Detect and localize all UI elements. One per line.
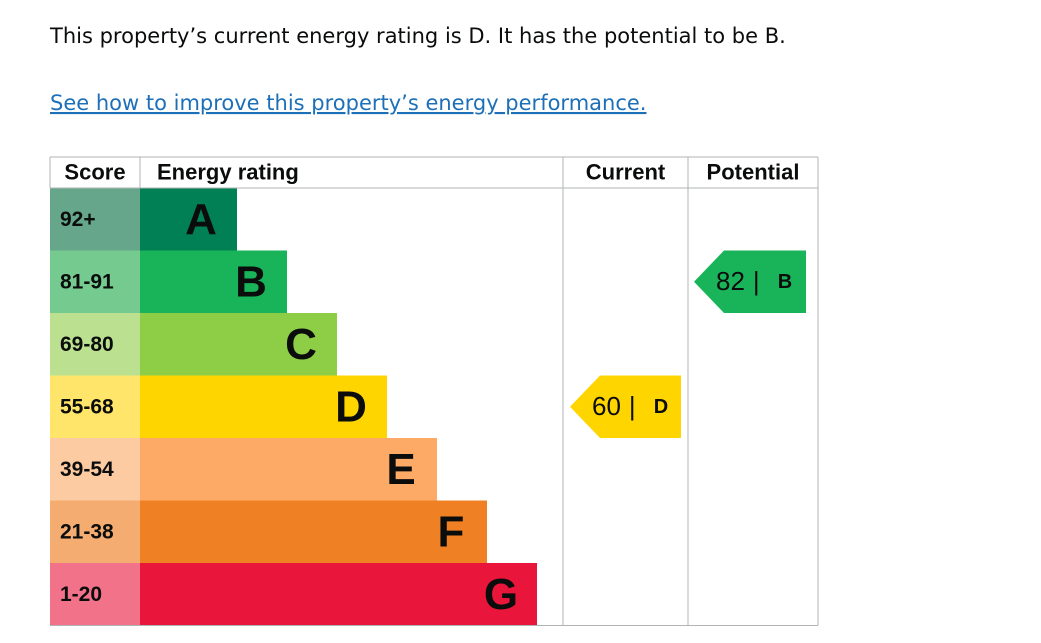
energy-rating-table: Score Energy rating Current Potential 92+ A 81… [49, 156, 819, 626]
score-label: 81-91 [60, 270, 114, 293]
current-label: 60 | D [592, 391, 668, 421]
column-header: Current [586, 159, 666, 184]
score-cell [50, 188, 140, 251]
rating-bar [140, 375, 387, 438]
rating-bar [140, 500, 487, 563]
column-header: Energy rating [157, 159, 299, 184]
current-arrow [570, 375, 681, 438]
score-label: 69-80 [60, 333, 114, 356]
rating-letter: D [335, 382, 367, 431]
rating-letter: A [185, 195, 217, 244]
potential-label: 82 | B [716, 266, 792, 296]
current-value: 60 [592, 391, 621, 421]
rating-letter: G [484, 570, 518, 619]
rating-bar [140, 563, 537, 626]
rating-letter: C [285, 320, 317, 369]
score-cell [50, 250, 140, 313]
potential-rating: B [778, 271, 792, 293]
score-cell [50, 313, 140, 376]
score-cell [50, 500, 140, 563]
improve-link[interactable]: See how to improve this property’s energ… [50, 91, 646, 115]
score-cell [50, 563, 140, 626]
rating-bar [140, 313, 337, 376]
score-label: 92+ [60, 208, 96, 231]
column-header: Score [64, 159, 125, 184]
score-label: 39-54 [60, 458, 114, 481]
rating-letter: B [235, 257, 267, 306]
separator: | [753, 266, 760, 296]
intro-text: This property’s current energy rating is… [49, 24, 786, 48]
score-label: 55-68 [60, 395, 114, 418]
score-cell [50, 375, 140, 438]
score-label: 21-38 [60, 520, 114, 543]
rating-bar [140, 438, 437, 501]
potential-arrow [694, 250, 806, 313]
rating-letter: E [386, 445, 415, 494]
current-rating: D [654, 396, 668, 418]
score-cell [50, 438, 140, 501]
column-header: Potential [707, 159, 800, 184]
separator: | [629, 391, 636, 421]
rating-bar [140, 250, 287, 313]
rating-bar [140, 188, 237, 251]
rating-letter: F [438, 507, 465, 556]
score-label: 1-20 [60, 583, 102, 606]
potential-value: 82 [716, 266, 745, 296]
